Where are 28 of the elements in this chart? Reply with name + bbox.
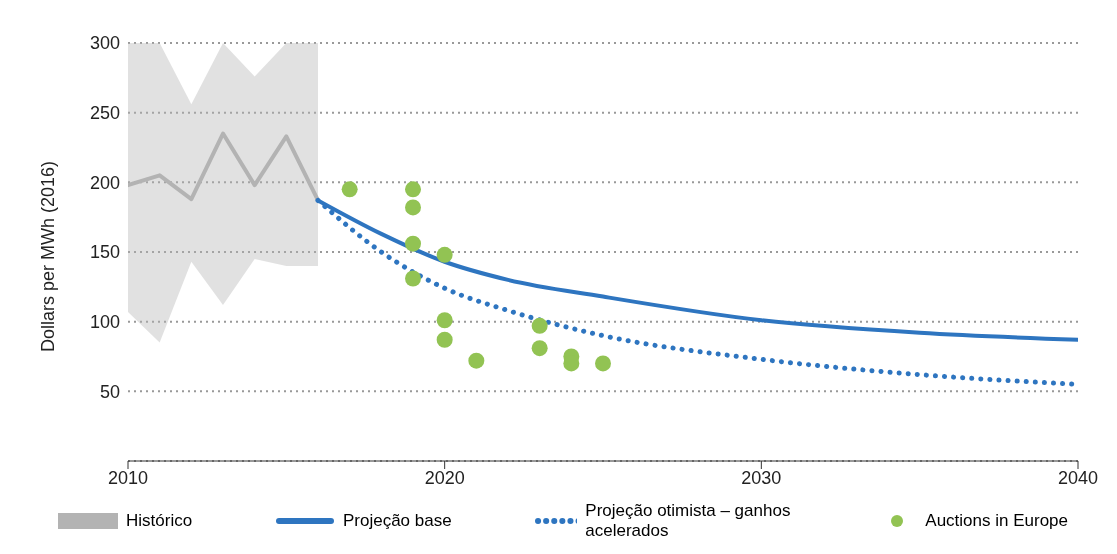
point (595, 355, 611, 372)
point (468, 352, 485, 369)
y-tick-label: 100 (89, 312, 120, 333)
y-tick-label: 250 (89, 103, 120, 124)
point (436, 312, 453, 329)
x-tick-label: 2010 (107, 467, 149, 488)
x-tick-label: 2020 (424, 467, 465, 488)
point (341, 181, 358, 198)
point (405, 181, 421, 198)
point (405, 235, 421, 252)
legend-label: Projeção otimista – ganhos acelerados (585, 501, 792, 541)
point (436, 331, 453, 348)
line-series (128, 131, 320, 203)
legend-label: Histórico (126, 511, 193, 531)
y-tick-label: 200 (89, 172, 120, 193)
point (405, 199, 421, 216)
point (531, 340, 548, 357)
point (436, 246, 453, 263)
x-tick-label: 2040 (1057, 467, 1099, 488)
point (531, 317, 548, 334)
y-tick-label: 50 (99, 381, 120, 402)
legend-label: Auctions in Europe (925, 511, 1068, 531)
x-tick-label: 2030 (741, 467, 782, 488)
y-tick-label: 300 (89, 33, 120, 54)
point (405, 270, 421, 287)
legend-label: Projeção base (342, 511, 452, 531)
y-tick-label: 150 (89, 242, 120, 263)
y-axis-title: Dollars per MWh (2016) (38, 160, 59, 352)
